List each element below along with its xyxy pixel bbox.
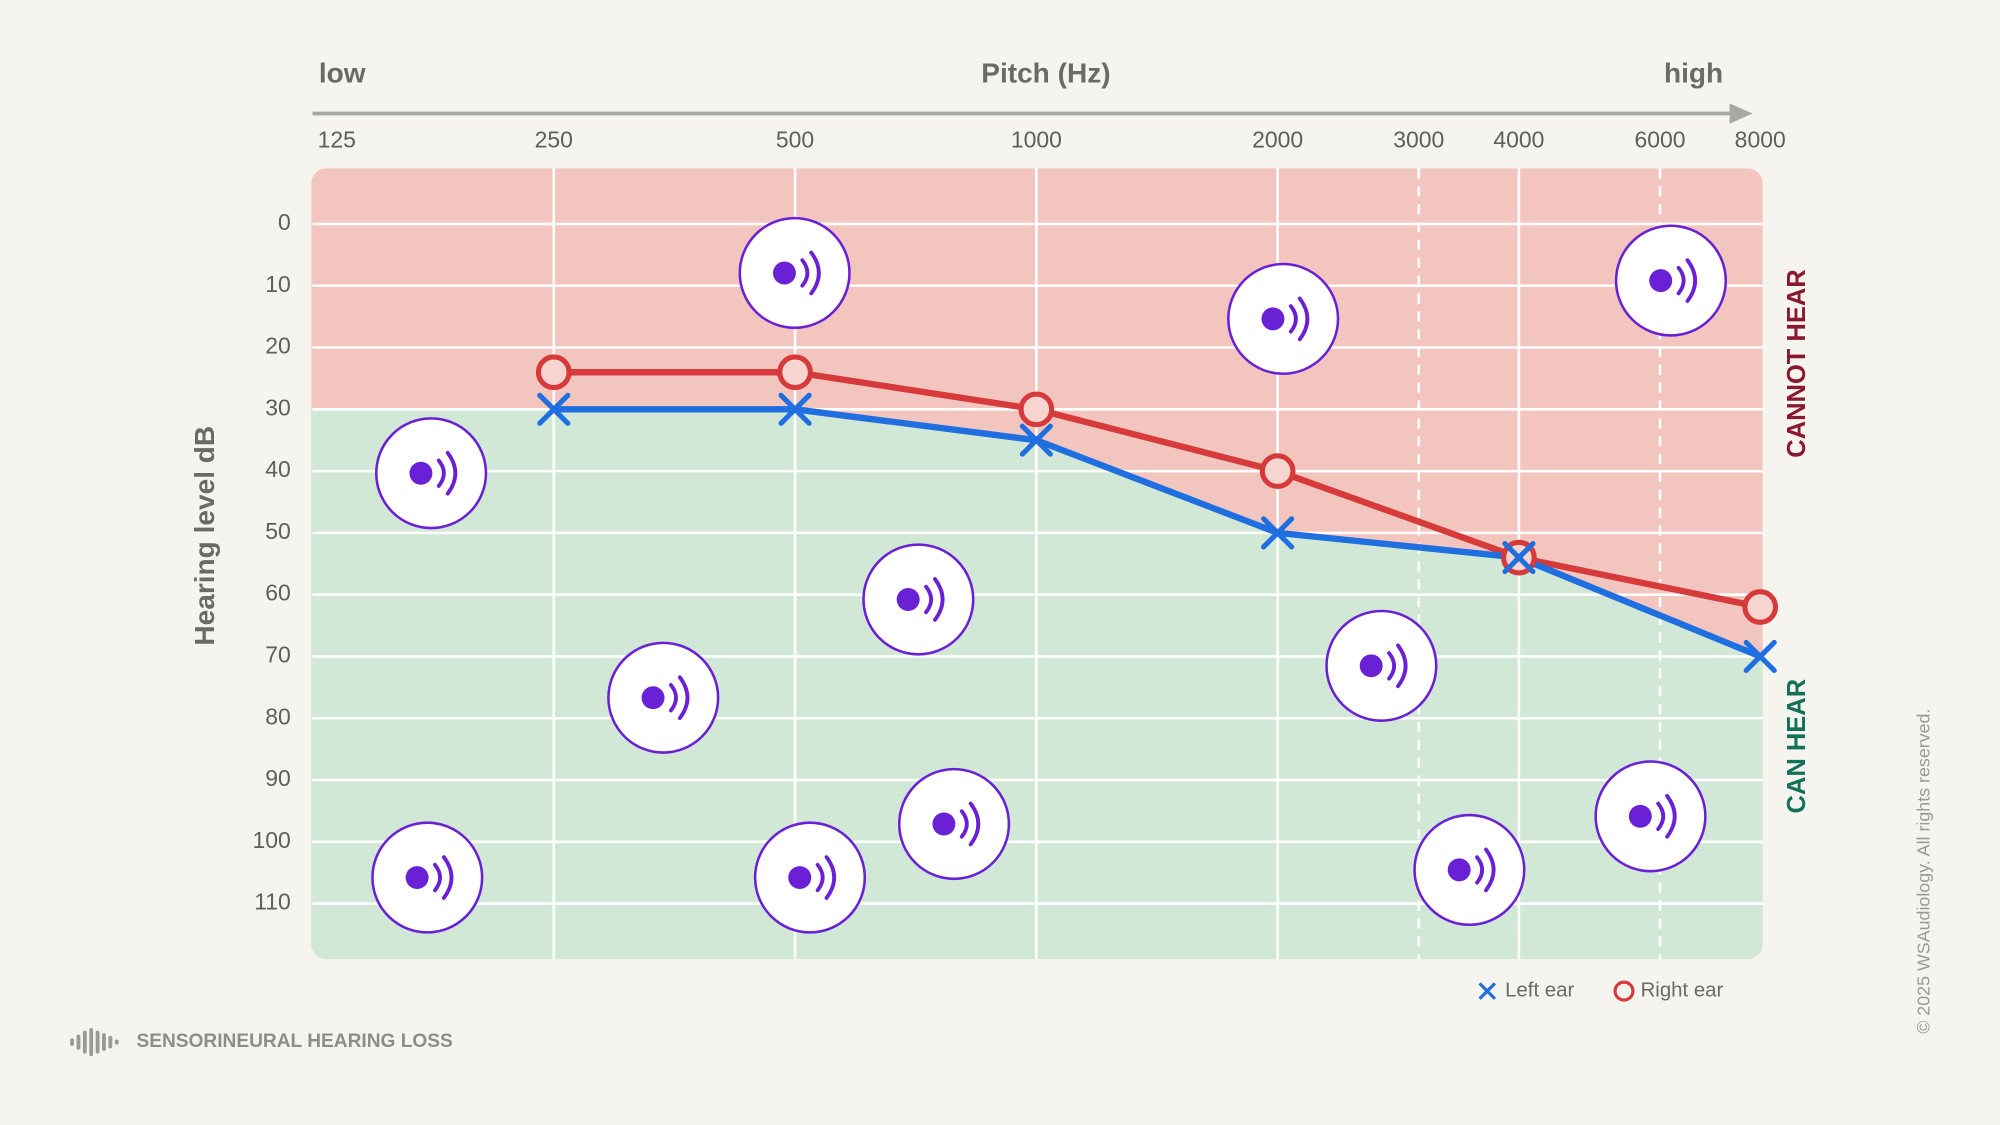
x-tick-label: 8000: [1735, 127, 1786, 153]
marker-o: [535, 354, 572, 391]
zone-label: CANNOT HEAR: [1783, 269, 1811, 457]
series-markers: [535, 354, 1779, 625]
series: [553, 369, 1761, 611]
icon-glyph: [800, 250, 821, 296]
copyright: © 2025 WSAudiology. All rights reserved.: [1913, 709, 1933, 1034]
series-line: [553, 369, 1761, 611]
icon-glyph: [433, 855, 454, 900]
sound-icon: [375, 417, 488, 530]
icon-glyph: [1475, 847, 1496, 893]
y-tick-label: 40: [265, 456, 291, 482]
x-tick-label: 6000: [1635, 127, 1686, 153]
series: [553, 406, 1762, 660]
marker-x: [1261, 516, 1295, 550]
marker-x: [1743, 639, 1777, 674]
icon-glyph: [815, 855, 837, 900]
series-markers: [537, 392, 1777, 674]
data-lines: [535, 354, 1779, 674]
marker-x: [1019, 423, 1053, 457]
legend-label: Left ear: [1505, 979, 1574, 1001]
y-tick-label: 20: [265, 333, 291, 359]
y-tick-label: 110: [254, 889, 291, 915]
icon-glyph: [409, 461, 433, 485]
legend-label: Right ear: [1641, 979, 1724, 1001]
x-tick-label: 500: [776, 127, 814, 153]
icon-glyph: [1261, 307, 1285, 331]
y-axis-title: Hearing level dB: [189, 426, 220, 646]
sound-icon: [1413, 813, 1526, 927]
marker-o: [1259, 453, 1296, 489]
footer-title: SENSORINEURAL HEARING LOSS: [136, 1031, 453, 1052]
x-tick-label: 1000: [1011, 127, 1062, 153]
footer-logo: [70, 1028, 119, 1057]
icon-glyph: [405, 866, 429, 890]
y-tick-label: 80: [265, 703, 291, 729]
icon-glyph: [1628, 804, 1652, 828]
x-tick-label: 2000: [1252, 127, 1303, 153]
icon-glyph: [641, 686, 665, 710]
y-tick-label: 60: [265, 580, 291, 606]
series-line: [553, 406, 1762, 660]
x-high-label: high: [1664, 58, 1723, 89]
zone-label: CAN HEAR: [1783, 679, 1811, 814]
y-tick-label: 100: [253, 827, 291, 853]
icon-glyph: [924, 577, 945, 622]
legend-swatch: [1478, 982, 1497, 1000]
marker-o: [777, 354, 813, 391]
icon-glyph: [1447, 858, 1471, 882]
y-tick-label: 0: [278, 209, 291, 235]
x-tick-label: 250: [535, 127, 573, 153]
sound-icon: [607, 641, 720, 754]
sound-icon: [738, 216, 851, 330]
legend-item: Left ear: [1478, 979, 1574, 1001]
x-axis-title: Pitch (Hz): [981, 58, 1110, 89]
icon-glyph: [772, 261, 796, 285]
sound-icon: [1594, 760, 1707, 873]
sound-icon: [1614, 224, 1728, 337]
x-tick-label: 125: [318, 127, 356, 153]
sound-icons: [371, 216, 1728, 934]
sound-icon: [371, 821, 484, 934]
icon-glyph: [1676, 258, 1698, 303]
y-tick-label: 30: [265, 394, 291, 420]
sound-icon: [753, 821, 867, 934]
y-tick-label: 70: [265, 642, 291, 668]
icon-glyph: [959, 801, 981, 847]
x-axis-arrowhead: [1729, 103, 1753, 124]
icon-glyph: [1387, 643, 1408, 689]
y-tick-label: 50: [265, 518, 291, 544]
icon-glyph: [932, 812, 956, 836]
marker-x: [537, 392, 571, 426]
sound-icon: [1325, 609, 1438, 722]
icon-glyph: [1656, 794, 1677, 839]
icon-glyph: [436, 450, 458, 496]
marker-x: [778, 392, 812, 426]
marker-x: [1502, 541, 1536, 575]
legend-swatch: [1613, 980, 1635, 1002]
sound-icon: [862, 543, 975, 656]
marker-o: [1742, 589, 1779, 625]
x-tick-label: 4000: [1493, 127, 1544, 153]
marker-o: [1018, 391, 1055, 428]
icon-glyph: [1649, 269, 1673, 293]
sound-icon: [897, 767, 1011, 881]
icon-glyph: [1359, 654, 1383, 678]
icon-glyph: [1288, 296, 1310, 342]
legend-item: Right ear: [1613, 979, 1724, 1002]
y-tick-label: 90: [265, 765, 291, 791]
icon-glyph: [896, 588, 920, 611]
sound-icon: [1227, 262, 1340, 375]
icon-glyph: [669, 675, 690, 721]
x-tick-label: 3000: [1393, 127, 1444, 153]
x-low-label: low: [319, 58, 366, 89]
icon-glyph: [788, 866, 812, 890]
y-tick-label: 10: [265, 271, 291, 297]
